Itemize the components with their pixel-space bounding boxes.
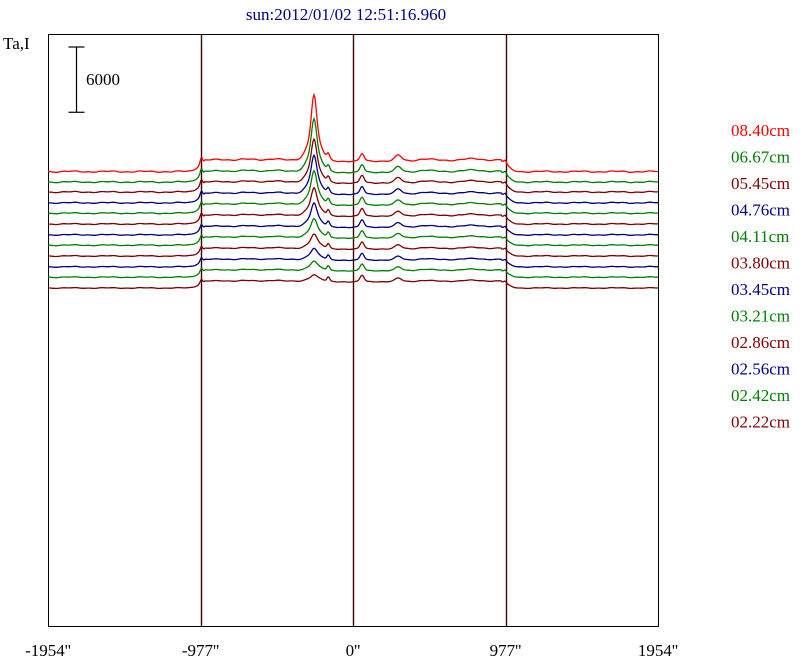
x-tick-label: -977'' [182, 641, 219, 660]
legend-entry: 02.22cm [731, 413, 790, 432]
x-tick-labels: -1954'' -977'' 0'' 977'' 1954'' [25, 641, 678, 660]
series-line [47, 247, 659, 268]
series-line [48, 92, 658, 173]
series-line [47, 201, 659, 236]
legend: 08.40cm 06.67cm 05.45cm 04.76cm 04.11cm 03.80… [731, 121, 790, 432]
x-tick-label: -1954'' [25, 641, 71, 660]
series-group [47, 92, 659, 290]
series-line [48, 169, 658, 215]
legend-entry: 03.80cm [731, 254, 790, 273]
legend-entry: 02.42cm [731, 386, 790, 405]
x-tick-label: 0'' [346, 641, 361, 660]
series-line [48, 137, 658, 194]
x-tick-label: 1954'' [638, 641, 678, 660]
legend-entry: 03.21cm [731, 307, 790, 326]
series-line [47, 260, 659, 279]
scale-bar-label: 6000 [86, 70, 120, 89]
series-line [48, 116, 658, 184]
legend-entry: 03.45cm [731, 280, 790, 299]
vertical-reference-lines [200, 34, 508, 626]
series-line [48, 153, 658, 205]
y-axis-label: Ta,I [3, 34, 30, 53]
chart-title: sun:2012/01/02 12:51:16.960 [246, 5, 446, 24]
series-line [47, 274, 659, 290]
legend-entry: 02.56cm [731, 360, 790, 379]
legend-entry: 06.67cm [731, 148, 790, 167]
series-line [48, 186, 658, 226]
legend-entry: 04.76cm [731, 201, 790, 220]
legend-entry: 05.45cm [731, 174, 790, 193]
legend-entry: 08.40cm [731, 121, 790, 140]
legend-entry: 02.86cm [731, 333, 790, 352]
scale-bar: 6000 [68, 46, 120, 113]
series-line [47, 217, 659, 247]
series-line [47, 233, 659, 258]
x-tick-label: 977'' [490, 641, 522, 660]
legend-entry: 04.11cm [731, 227, 789, 246]
